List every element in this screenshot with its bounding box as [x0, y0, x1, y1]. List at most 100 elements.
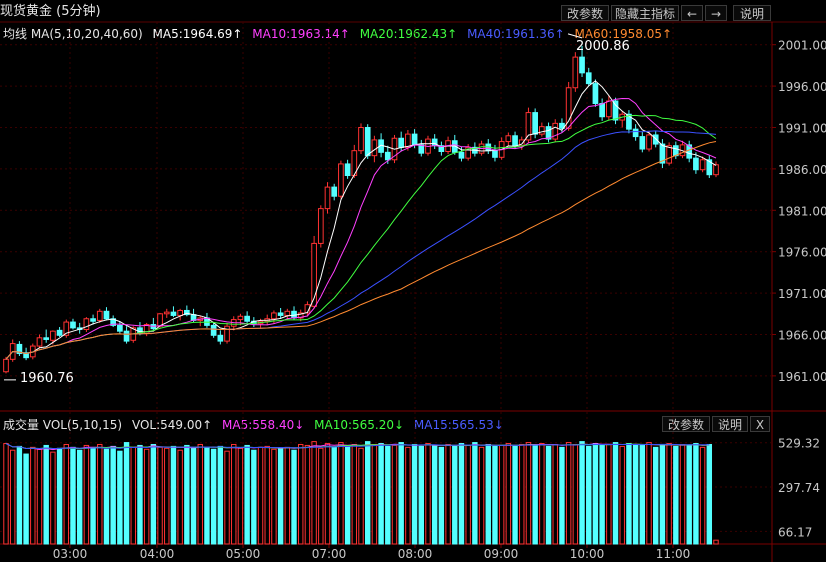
candle-body	[311, 242, 317, 307]
volume-bar	[699, 446, 706, 545]
candle-body	[90, 318, 96, 322]
candle-body	[525, 112, 532, 141]
time-tick-label: 07:00	[312, 547, 347, 561]
price-tick-label: 1986.00	[778, 163, 826, 177]
candle-body	[686, 144, 693, 159]
time-tick-label: 04:00	[140, 547, 175, 561]
volume-bar	[50, 451, 56, 545]
volume-bar	[351, 443, 358, 545]
volume-bar	[519, 443, 525, 545]
volume-bar	[271, 448, 277, 545]
volume-indicator-name: 成交量 VOL(5,10,15)	[3, 418, 123, 432]
volume-close-icon[interactable]: X	[750, 416, 770, 432]
volume-bar	[478, 446, 485, 545]
candle-body	[418, 144, 425, 154]
volume-edit-params-button[interactable]: 改参数	[662, 416, 710, 432]
volume-bar	[559, 446, 565, 545]
candle-body	[699, 159, 706, 171]
time-tick-label: 09:00	[484, 547, 519, 561]
candle-body	[217, 334, 224, 342]
volume-bar	[217, 445, 224, 545]
time-tick-label: 03:00	[53, 547, 88, 561]
volume-bar	[666, 443, 672, 545]
candle-body	[157, 313, 163, 327]
candle-body	[210, 324, 217, 336]
candle-body	[3, 358, 9, 373]
candle-body	[532, 112, 538, 135]
volume-bar	[103, 448, 110, 545]
candle-body	[244, 315, 250, 322]
volume-bar	[639, 444, 646, 545]
volume-bar	[532, 444, 538, 545]
volume-bar	[452, 445, 458, 545]
volume-bar	[90, 447, 96, 545]
candle-body	[364, 126, 371, 157]
candle-body	[632, 128, 639, 138]
candle-body	[184, 309, 190, 316]
volume-bar	[679, 443, 686, 545]
candle-body	[659, 143, 666, 164]
volume-bar	[371, 443, 378, 545]
candle-body	[592, 83, 599, 104]
price-tick-label: 2001.00	[778, 39, 826, 53]
volume-bar	[291, 449, 297, 545]
candle-body	[639, 136, 646, 150]
volume-bar	[204, 446, 210, 545]
candle-body	[465, 146, 472, 159]
volume-bar	[177, 449, 183, 545]
volume-bar	[117, 450, 123, 545]
price-tick-label: 1966.00	[778, 328, 826, 342]
volume-bar	[130, 446, 136, 545]
candle-body	[338, 163, 344, 197]
candle-body	[36, 337, 43, 347]
volume-bar	[170, 445, 177, 545]
volume-bar	[599, 444, 605, 545]
volume-legend: 成交量 VOL(5,10,15) VOL:549.00↑ MA5:558.40↓…	[3, 416, 510, 433]
volume-bar	[492, 445, 498, 545]
volume-bar	[385, 445, 391, 545]
candle-body	[492, 150, 498, 158]
candle-body	[63, 321, 70, 336]
ma60-value: MA60:1958.05↑	[574, 27, 673, 41]
volume-bar	[686, 444, 692, 545]
candle-body	[371, 139, 378, 157]
volume-help-button[interactable]: 说明	[712, 416, 748, 432]
candle-body	[559, 122, 565, 129]
price-tick-label: 1976.00	[778, 246, 826, 260]
high-marker-line	[567, 33, 583, 39]
volume-bar	[318, 447, 324, 545]
volume-bar	[646, 442, 652, 545]
volume-bar	[659, 443, 666, 545]
candle-body	[438, 145, 445, 153]
volume-bar	[123, 442, 130, 545]
volume-ma10-value: MA10:565.20↓	[314, 418, 405, 432]
volume-bar	[653, 446, 659, 545]
price-tick-label: 1961.00	[778, 370, 826, 384]
volume-bar	[612, 442, 619, 545]
candle-body	[612, 100, 619, 121]
volume-ma15-line	[5, 443, 710, 450]
volume-bar	[693, 443, 699, 545]
candle-body	[626, 113, 632, 130]
edit-params-button[interactable]: 改参数	[561, 5, 609, 21]
candle-body	[297, 312, 304, 319]
price-tick-label: 1996.00	[778, 80, 826, 94]
volume-bar	[579, 441, 585, 545]
ma20-value: MA20:1962.43↑	[359, 27, 458, 41]
candle-body	[177, 309, 183, 316]
volume-bar	[632, 443, 639, 545]
candle-body	[224, 325, 230, 342]
help-button[interactable]: 说明	[733, 5, 771, 21]
candle-body	[398, 137, 405, 148]
volume-bar	[465, 444, 471, 545]
arrow-left-icon[interactable]: ←	[681, 5, 703, 21]
arrow-right-icon[interactable]: →	[705, 5, 727, 21]
candle-body	[572, 56, 579, 89]
candle-body	[605, 100, 612, 118]
hide-main-indicator-button[interactable]: 隐藏主指标	[611, 5, 679, 21]
volume-bar	[431, 444, 438, 545]
volume-bar	[391, 444, 398, 545]
ma5-value: MA5:1964.69↑	[152, 27, 243, 41]
volume-bar	[150, 443, 157, 545]
